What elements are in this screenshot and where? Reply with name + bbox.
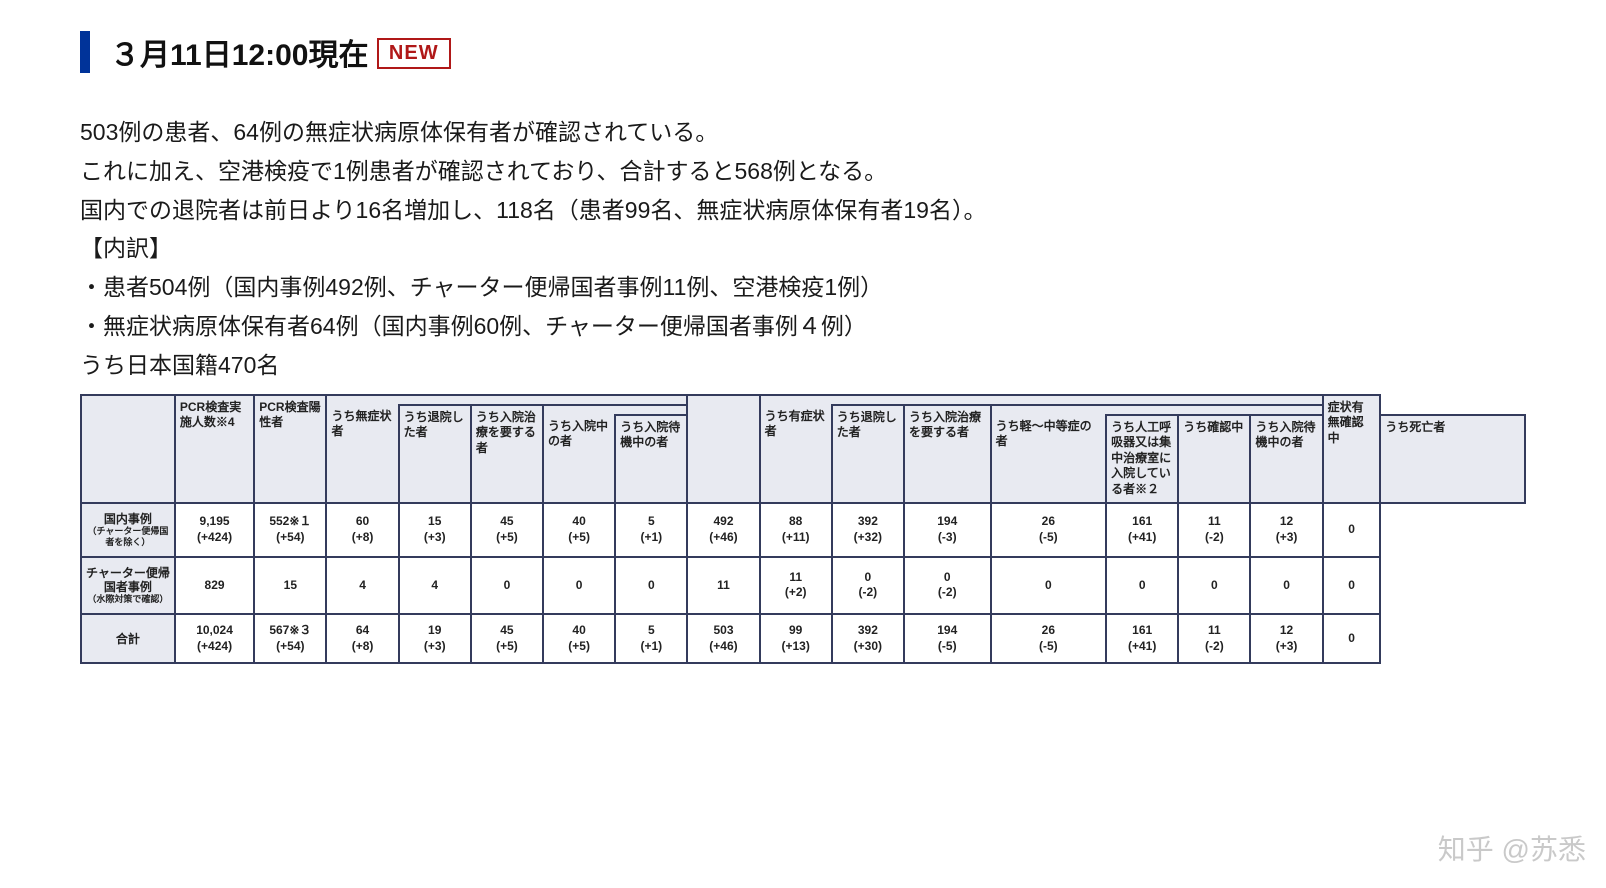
- col-sym-confirm: うち確認中: [1178, 415, 1250, 503]
- row-label: 合計: [81, 614, 175, 663]
- data-cell: 0: [1323, 503, 1381, 557]
- data-cell: 26(-5): [991, 614, 1107, 663]
- summary-line: 503例の患者、64例の無症状病原体保有者が確認されている。: [80, 114, 1526, 151]
- col-pcr-count: PCR検査実施人数※4: [175, 395, 254, 503]
- data-cell: 492(+46): [687, 503, 759, 557]
- data-cell: 5(+1): [615, 503, 687, 557]
- heading-accent-bar: [80, 31, 90, 73]
- row-label: チャーター便帰国者事例（水際対策で確認）: [81, 557, 175, 615]
- data-cell: 0: [1106, 557, 1178, 615]
- heading-text-wrap: ３月11日12:00現在 NEW: [110, 30, 451, 74]
- summary-line: 【内訳】: [80, 230, 1526, 267]
- data-cell: 0(-2): [904, 557, 991, 615]
- table-row: 合計10,024(+424)567※３(+54)64(+8)19(+3)45(+…: [81, 614, 1525, 663]
- col-asym-wait: うち入院待機中の者: [615, 415, 687, 503]
- data-cell: 4: [326, 557, 398, 615]
- col-sym-icu: うち人工呼吸器又は集中治療室に入院している者※２: [1106, 415, 1178, 503]
- data-cell: 194(-3): [904, 503, 991, 557]
- col-sym-need: うち入院治療を要する者: [904, 405, 991, 503]
- data-cell: 503(+46): [687, 614, 759, 663]
- table-row: 国内事例（チャーター便帰国者を除く）9,195(+424)552※１(+54)6…: [81, 503, 1525, 557]
- col-pcr-positive: PCR検査陽性者: [254, 395, 326, 503]
- data-cell: 9,195(+424): [175, 503, 254, 557]
- data-cell: 0: [1250, 557, 1322, 615]
- data-cell: 0: [543, 557, 615, 615]
- summary-line: 国内での退院者は前日より16名増加し、118名（患者99名、無症状病原体保有者1…: [80, 192, 1526, 229]
- col-asym-in: うち入院中の者: [543, 415, 615, 503]
- col-sym-wait: うち入院待機中の者: [1250, 415, 1322, 503]
- data-cell: 0(-2): [832, 557, 904, 615]
- data-cell: 10,024(+424): [175, 614, 254, 663]
- col-sym-mild: うち軽～中等症の者: [991, 415, 1107, 503]
- data-cell: 15(+3): [399, 503, 471, 557]
- data-cell: 5(+1): [615, 614, 687, 663]
- data-cell: 12(+3): [1250, 614, 1322, 663]
- data-cell: 4: [399, 557, 471, 615]
- col-sym-group2: [991, 405, 1323, 415]
- cases-table: PCR検査実施人数※4 PCR検査陽性者 症状有無確認中 うち無症状者 うち退院…: [80, 394, 1526, 665]
- summary-line: うち日本国籍470名: [80, 347, 1526, 384]
- col-sym-discharged: うち退院した者: [832, 405, 904, 503]
- data-cell: 829: [175, 557, 254, 615]
- data-cell: 0: [471, 557, 543, 615]
- col-group-asym: [326, 395, 687, 405]
- data-cell: 26(-5): [991, 503, 1107, 557]
- row-label: 国内事例（チャーター便帰国者を除く）: [81, 503, 175, 557]
- data-cell: 194(-5): [904, 614, 991, 663]
- data-cell: 45(+5): [471, 614, 543, 663]
- data-cell: 40(+5): [543, 503, 615, 557]
- data-cell: 0: [1323, 614, 1381, 663]
- data-cell: 60(+8): [326, 503, 398, 557]
- data-cell: 552※１(+54): [254, 503, 326, 557]
- data-cell: 15: [254, 557, 326, 615]
- table-row: チャーター便帰国者事例（水際対策で確認）82915440001111(+2)0(…: [81, 557, 1525, 615]
- data-cell: 19(+3): [399, 614, 471, 663]
- data-cell: 0: [615, 557, 687, 615]
- data-cell: 11(+2): [760, 557, 832, 615]
- col-unknown: 症状有無確認中: [1323, 395, 1381, 503]
- summary-line: ・無症状病原体保有者64例（国内事例60例、チャーター便帰国者事例４例）: [80, 308, 1526, 345]
- watermark: 知乎 @苏悉: [1438, 828, 1586, 868]
- page-heading: ３月11日12:00現在 NEW: [80, 30, 1526, 74]
- col-asym-need: うち入院治療を要する者: [471, 405, 543, 503]
- heading-title: ３月11日12:00現在: [110, 39, 368, 72]
- data-cell: 99(+13): [760, 614, 832, 663]
- col-group-sym: [760, 395, 1323, 405]
- summary-line: これに加え、空港検疫で1例患者が確認されており、合計すると568例となる。: [80, 153, 1526, 190]
- new-badge: NEW: [377, 38, 451, 69]
- data-cell: 40(+5): [543, 614, 615, 663]
- col-asym-discharged: うち退院した者: [399, 405, 471, 503]
- data-cell: 567※３(+54): [254, 614, 326, 663]
- col-blank: [81, 395, 175, 503]
- data-cell: 161(+41): [1106, 503, 1178, 557]
- data-cell: 392(+32): [832, 503, 904, 557]
- data-cell: 0: [991, 557, 1107, 615]
- col-sym-blank: [687, 395, 759, 503]
- col-sym-death: うち死亡者: [1380, 415, 1525, 503]
- data-cell: 0: [1323, 557, 1381, 615]
- data-cell: 45(+5): [471, 503, 543, 557]
- table-header: PCR検査実施人数※4 PCR検査陽性者 症状有無確認中 うち無症状者 うち退院…: [81, 395, 1525, 503]
- data-cell: 12(+3): [1250, 503, 1322, 557]
- summary-paragraphs: 503例の患者、64例の無症状病原体保有者が確認されている。 これに加え、空港検…: [80, 114, 1526, 384]
- data-cell: 11: [687, 557, 759, 615]
- data-cell: 11(-2): [1178, 503, 1250, 557]
- data-cell: 0: [1178, 557, 1250, 615]
- table-body: 国内事例（チャーター便帰国者を除く）9,195(+424)552※１(+54)6…: [81, 503, 1525, 664]
- data-cell: 64(+8): [326, 614, 398, 663]
- col-sym: うち有症状者: [760, 405, 832, 503]
- col-asym: うち無症状者: [326, 405, 398, 503]
- data-cell: 161(+41): [1106, 614, 1178, 663]
- col-asym-group2: [543, 405, 687, 415]
- data-cell: 88(+11): [760, 503, 832, 557]
- summary-line: ・患者504例（国内事例492例、チャーター便帰国者事例11例、空港検疫1例）: [80, 269, 1526, 306]
- data-cell: 392(+30): [832, 614, 904, 663]
- data-cell: 11(-2): [1178, 614, 1250, 663]
